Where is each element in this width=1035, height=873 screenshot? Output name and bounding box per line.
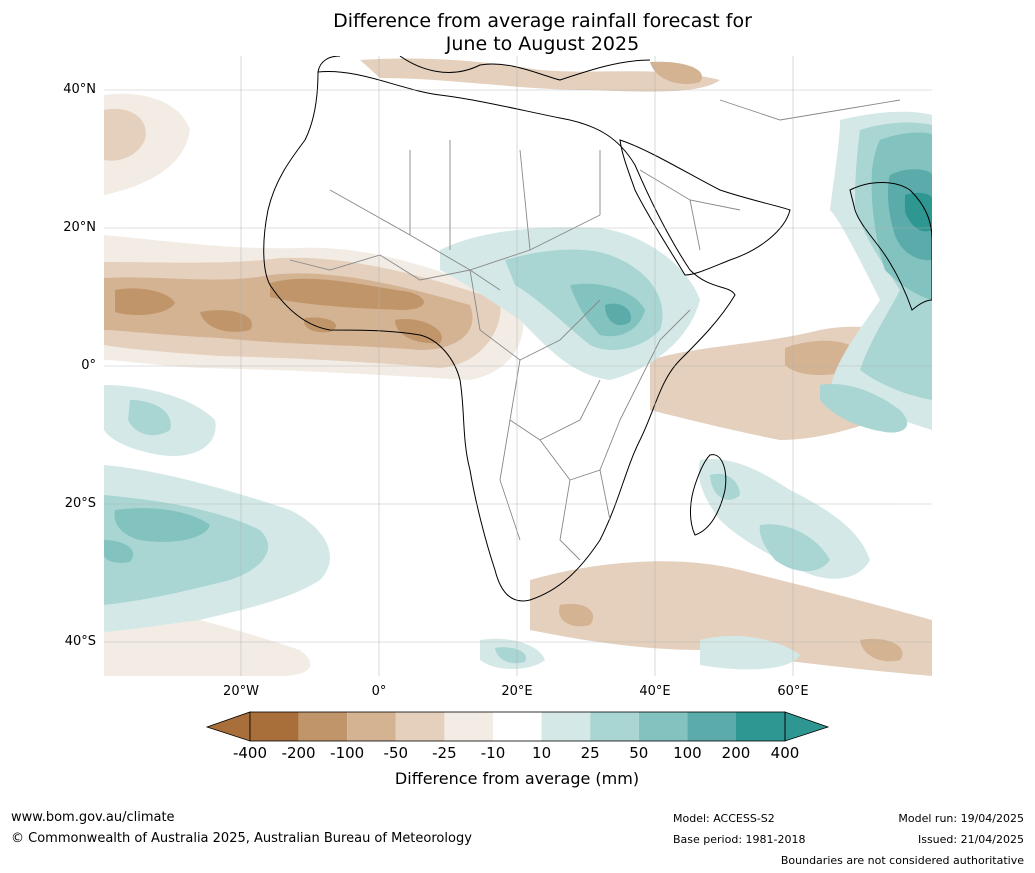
footer-url: www.bom.gov.au/climate <box>11 810 175 825</box>
footer-model-run: Model run: 19/04/2025 <box>898 812 1024 825</box>
madagascar-outline <box>690 454 727 536</box>
colorbar-tick-8: 25 <box>580 744 600 762</box>
lon-label-60e: 60°E <box>777 684 809 699</box>
colorbar-tick-3: -100 <box>330 744 365 762</box>
colorbar-bin-4 <box>395 712 445 741</box>
wet-region-south-atlantic-strong <box>104 508 210 563</box>
footer-base-period: Base period: 1981-2018 <box>673 833 806 846</box>
dry-region-mediterranean <box>360 58 720 92</box>
dry-region-west-africa-core <box>115 278 442 344</box>
arabian-peninsula-outline <box>619 139 791 276</box>
dry-region-mediterranean-core <box>650 61 702 84</box>
lat-label-20s: 20°S <box>64 496 96 511</box>
title-line-1: Difference from average rainfall forecas… <box>333 10 752 32</box>
colorbar-title: Difference from average (mm) <box>394 769 640 788</box>
colorbar-bin-2 <box>298 712 348 741</box>
lon-label-40e: 40°E <box>639 684 671 699</box>
country-borders <box>289 99 901 561</box>
footer-disclaimer: Boundaries are not considered authoritat… <box>780 854 1024 867</box>
footer-model: Model: ACCESS-S2 <box>673 812 775 825</box>
colorbar-bin-9 <box>638 712 688 741</box>
colorbar-over-arrow <box>784 711 830 742</box>
colorbar-bin-3 <box>347 712 396 741</box>
colorbar-tick-9: 50 <box>629 744 649 762</box>
dry-region-north-atlantic-mid <box>104 108 146 161</box>
dry-region-south-atlantic <box>530 561 932 676</box>
colorbar-tick-11: 200 <box>721 744 751 762</box>
europe-coastline <box>317 56 651 81</box>
colorbar-tick-10: 100 <box>673 744 702 762</box>
colorbar-bin-1 <box>250 712 299 741</box>
colorbar <box>205 711 830 742</box>
lon-label-20w: 20°W <box>223 684 259 699</box>
colorbar-bin-5 <box>444 712 493 741</box>
colorbar-tick-4: -50 <box>383 744 409 762</box>
colorbar-tick-12: 400 <box>770 744 800 762</box>
graticule <box>104 56 932 676</box>
colorbar-under-arrow <box>205 711 251 742</box>
colorbar-bin-11 <box>736 712 785 741</box>
wet-region-southwest-ocean <box>480 635 800 670</box>
wet-region-central-africa-core <box>605 303 631 326</box>
colorbar-bin-10 <box>687 712 736 741</box>
title-line-2: June to August 2025 <box>445 33 640 55</box>
lon-label-20e: 20°E <box>501 684 533 699</box>
wet-region-madagascar <box>698 459 870 579</box>
lat-label-0: 0° <box>81 358 96 373</box>
wet-region-arabian-sea-deepest <box>905 192 932 232</box>
anomaly-shading <box>104 56 932 676</box>
wet-region-gulf-of-guinea-mid <box>128 400 171 436</box>
map-title: Difference from average rainfall forecas… <box>0 10 1035 56</box>
colorbar-tick-2: -200 <box>281 744 316 762</box>
colorbar-bin-6 <box>493 712 542 741</box>
colorbar-tick-6: -10 <box>480 744 506 762</box>
africa-coastline <box>263 71 736 602</box>
lat-label-40n: 40°N <box>63 82 96 97</box>
footer-issued: Issued: 21/04/2025 <box>917 833 1024 846</box>
wet-region-mozambique-channel <box>820 384 908 433</box>
footer-copyright: © Commonwealth of Australia 2025, Austra… <box>11 831 472 846</box>
colorbar-bin-7 <box>541 712 591 741</box>
wet-region-southwest-ocean-mid <box>495 647 526 664</box>
india-outline <box>849 182 932 311</box>
colorbar-tick-1: -400 <box>232 744 268 762</box>
lon-label-0: 0° <box>371 684 387 699</box>
lat-label-20n: 20°N <box>63 220 96 235</box>
colorbar-tick-5: -25 <box>432 744 457 762</box>
wet-region-madagascar-mid <box>710 473 830 572</box>
colorbar-frame <box>249 711 786 742</box>
colorbar-tick-7: 10 <box>532 744 552 762</box>
lat-label-40s: 40°S <box>64 634 96 649</box>
colorbar-bin-8 <box>590 712 639 741</box>
